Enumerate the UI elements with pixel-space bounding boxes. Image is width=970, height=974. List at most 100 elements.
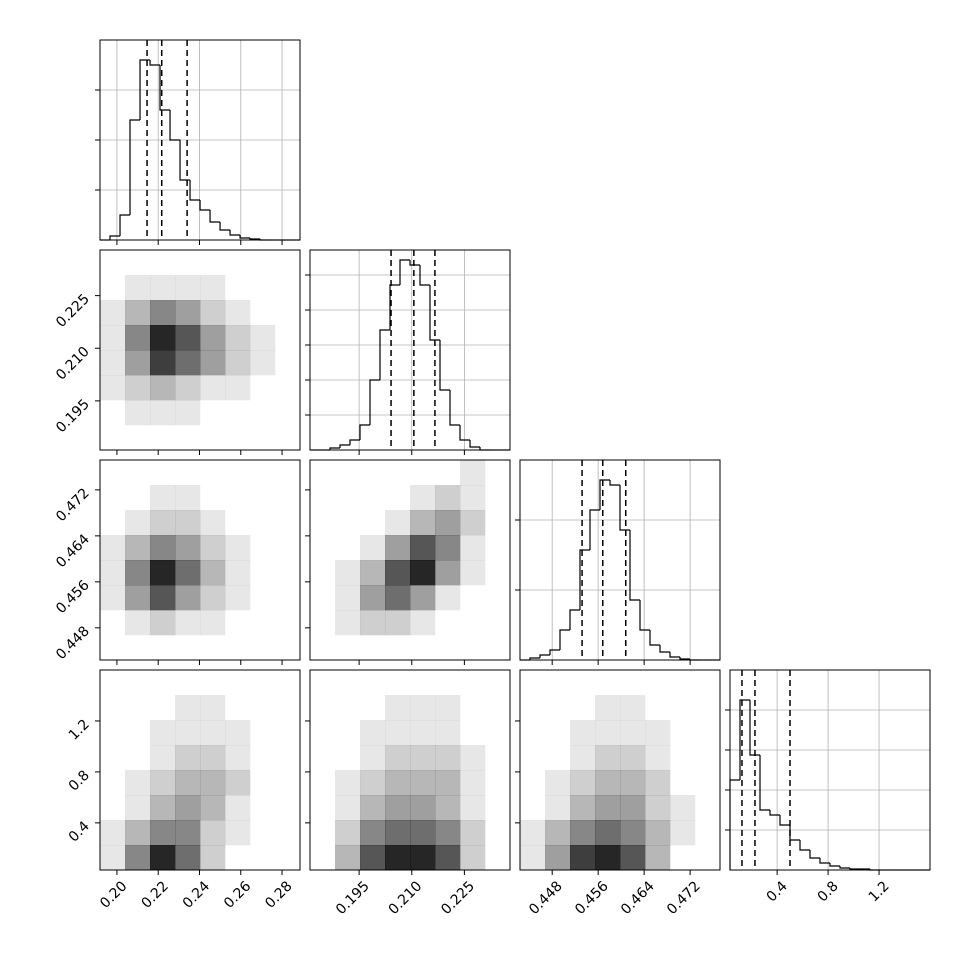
- density-cell: [225, 400, 250, 425]
- x-tick-label: 0.464: [618, 878, 658, 918]
- density-cell: [410, 820, 436, 846]
- density-cell: [225, 510, 250, 535]
- density-cell: [175, 845, 201, 871]
- density-cell: [150, 275, 176, 301]
- histogram-step: [839, 866, 850, 869]
- density-cell: [520, 770, 545, 795]
- density-cell: [485, 510, 510, 535]
- density-cell: [200, 695, 226, 721]
- density-cell: [200, 325, 226, 351]
- x-tick-label: 0.225: [438, 878, 478, 918]
- density-cell: [695, 795, 720, 820]
- density-cell: [460, 635, 485, 660]
- density-cell: [670, 695, 695, 720]
- histogram-step: [809, 850, 820, 859]
- density-cell: [200, 300, 226, 326]
- density-cell: [695, 720, 720, 745]
- density-cell: [435, 610, 460, 635]
- density-cell: [275, 485, 300, 510]
- density-cell: [175, 770, 201, 796]
- density-cell: [670, 770, 695, 795]
- density-cell: [250, 770, 275, 795]
- density-cell: [100, 275, 125, 300]
- histogram-step: [189, 180, 201, 201]
- density-cell: [435, 695, 461, 721]
- density-cell: [275, 250, 300, 275]
- density-cell: [250, 485, 275, 510]
- density-cell: [100, 350, 126, 376]
- density-cell: [335, 720, 360, 745]
- density-cell: [225, 670, 250, 695]
- density-cell: [125, 820, 151, 846]
- density-cell: [200, 795, 226, 821]
- density-cell: [460, 770, 486, 796]
- density-cell: [125, 610, 151, 636]
- density-cell: [485, 485, 510, 510]
- density-cell: [125, 535, 151, 561]
- density-cell: [645, 770, 671, 796]
- density-cell: [225, 560, 251, 586]
- density-cell: [150, 585, 176, 611]
- density-cell: [410, 510, 436, 536]
- density-cell: [250, 635, 275, 660]
- density-cell: [225, 720, 251, 746]
- density-cell: [570, 845, 596, 871]
- density-cell: [225, 820, 251, 846]
- density-cell: [200, 425, 225, 450]
- density-cell: [175, 535, 201, 561]
- density-cell: [225, 325, 251, 351]
- histogram-step: [579, 549, 590, 610]
- density-cell: [225, 460, 250, 485]
- density-cell: [100, 560, 126, 586]
- density-cell: [645, 845, 671, 871]
- density-cell: [225, 250, 250, 275]
- density-cell: [275, 535, 300, 560]
- density-cell: [200, 460, 225, 485]
- histogram-step: [549, 649, 560, 655]
- density-cell: [275, 400, 300, 425]
- density-cell: [250, 845, 275, 870]
- histogram-step: [419, 265, 430, 286]
- density-cell: [125, 560, 151, 586]
- density-cell: [275, 670, 300, 695]
- density-cell: [100, 300, 126, 326]
- density-cell: [545, 745, 570, 770]
- density-cell: [250, 375, 275, 400]
- density-cell: [250, 250, 275, 275]
- x-tick-label: 0.4: [764, 878, 791, 905]
- histogram-step: [129, 119, 141, 215]
- density-cell: [595, 845, 621, 871]
- density-cell: [595, 770, 621, 796]
- density-cell: [150, 350, 176, 376]
- density-cell: [435, 510, 461, 536]
- histogram-step: [219, 222, 231, 231]
- density-cell: [150, 250, 175, 275]
- density-cell: [335, 745, 360, 770]
- density-cell: [360, 795, 386, 821]
- density-cell: [125, 375, 151, 401]
- density-cell: [275, 745, 300, 770]
- density-cell: [485, 610, 510, 635]
- density-cell: [310, 585, 335, 610]
- density-cell: [670, 720, 695, 745]
- density-cell: [150, 635, 175, 660]
- histogram-step: [769, 810, 780, 816]
- density-cell: [275, 770, 300, 795]
- density-cell: [100, 425, 125, 450]
- density-cell: [275, 325, 300, 350]
- density-cell: [100, 400, 125, 425]
- density-cell: [275, 820, 300, 845]
- density-cell: [175, 400, 201, 426]
- density-cell: [175, 425, 200, 450]
- density-cell: [225, 350, 251, 376]
- density-cell: [460, 795, 486, 821]
- histogram-step: [789, 825, 800, 841]
- density-cell: [150, 610, 176, 636]
- density-cell: [310, 670, 335, 695]
- density-cell: [645, 820, 671, 846]
- x-tick-label: 0.210: [386, 878, 426, 918]
- density-cell: [385, 635, 410, 660]
- density-cell: [100, 820, 126, 846]
- density-cell: [175, 485, 201, 511]
- histogram-step: [149, 60, 161, 66]
